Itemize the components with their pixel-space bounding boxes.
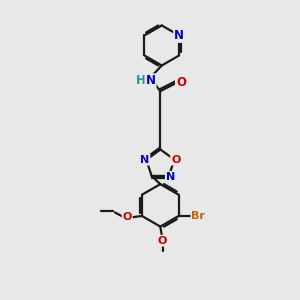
Text: N: N: [166, 172, 175, 182]
Text: H: H: [136, 74, 146, 87]
Text: N: N: [146, 74, 156, 87]
Text: O: O: [171, 154, 181, 165]
Text: Br: Br: [191, 211, 205, 221]
Text: N: N: [174, 29, 184, 42]
Text: O: O: [158, 236, 167, 246]
Text: O: O: [122, 212, 132, 222]
Text: N: N: [140, 154, 149, 165]
Text: O: O: [176, 76, 186, 89]
